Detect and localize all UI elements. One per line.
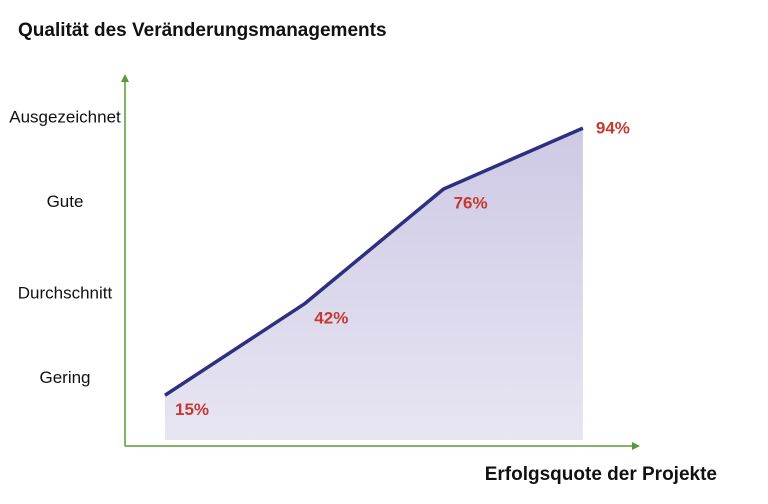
value-label: 42%	[314, 308, 348, 327]
y-axis-arrow	[121, 74, 129, 82]
chart-title: Qualität des Veränderungsmanagements	[18, 20, 387, 41]
area-fill	[165, 128, 583, 441]
value-label: 76%	[454, 193, 488, 212]
y-tick-label: Gute	[47, 192, 84, 211]
y-tick-label: Durchschnitt	[18, 283, 113, 302]
y-tick-label: Ausgezeichnet	[9, 107, 121, 126]
line	[164, 126, 584, 397]
value-label: 94%	[596, 119, 630, 138]
x-axis-arrow	[632, 442, 640, 450]
value-label: 15%	[175, 400, 209, 419]
x-axis-title: Erfolgsquote der Projekte	[485, 464, 717, 485]
y-tick-label: Gering	[39, 368, 90, 387]
